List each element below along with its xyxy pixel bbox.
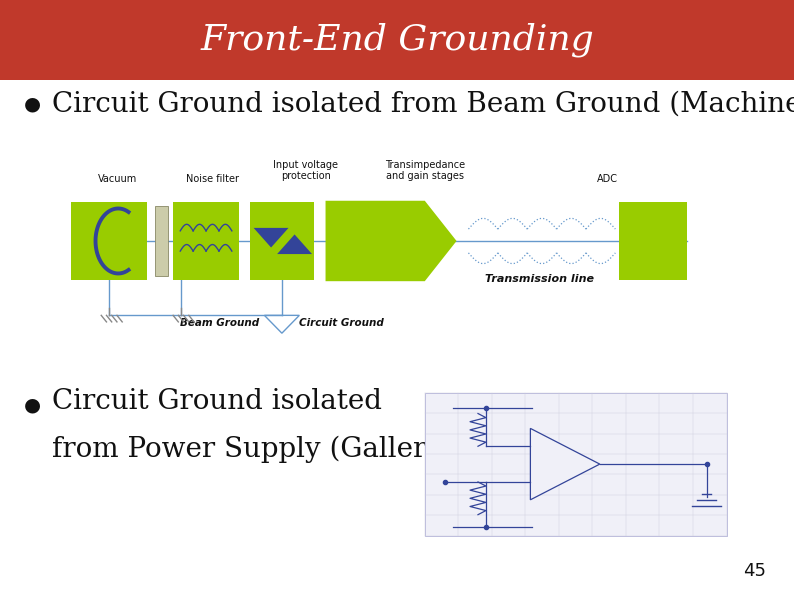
Text: Transmission line: Transmission line	[485, 274, 595, 284]
Bar	[619, 202, 687, 280]
Text: U7
OP07DRZ-REEL7: U7 OP07DRZ-REEL7	[603, 439, 649, 449]
Text: 8: 8	[566, 423, 569, 428]
Text: Transimpedance
and gain stages: Transimpedance and gain stages	[385, 160, 464, 181]
Text: Circuit Ground: Circuit Ground	[299, 318, 384, 328]
Text: 5: 5	[574, 501, 577, 506]
Text: 6: 6	[603, 462, 607, 466]
Text: Beam Ground: Beam Ground	[180, 318, 259, 328]
Text: ●: ●	[24, 395, 40, 414]
Text: ●: ●	[24, 95, 40, 114]
Text: Front-End Grounding: Front-End Grounding	[200, 23, 594, 57]
Text: 4: 4	[598, 501, 601, 506]
Text: Vacuum: Vacuum	[98, 174, 137, 184]
Text: R27
Res1
47k: R27 Res1 47k	[453, 422, 466, 438]
Bar	[71, 202, 147, 280]
Text: Circuit Ground isolated from Beam Ground (Machine): Circuit Ground isolated from Beam Ground…	[52, 90, 794, 118]
Text: Noise filter: Noise filter	[187, 174, 239, 184]
Polygon shape	[326, 201, 457, 281]
Polygon shape	[253, 228, 288, 248]
Text: Input voltage
protection: Input voltage protection	[273, 160, 338, 181]
Text: 3
+: 3 +	[534, 477, 539, 487]
Text: 45: 45	[743, 562, 766, 580]
Bar	[0, 0, 794, 80]
Bar	[155, 206, 168, 276]
Text: 1: 1	[542, 423, 545, 428]
Text: GND: GND	[700, 521, 714, 525]
Text: Circuit Ground isolated: Circuit Ground isolated	[52, 388, 382, 415]
Text: R28
Res1
47k: R28 Res1 47k	[453, 490, 466, 506]
Bar	[173, 202, 239, 280]
Polygon shape	[277, 234, 312, 254]
Text: +12: +12	[433, 399, 448, 405]
Bar	[250, 202, 314, 280]
Text: 2
-: 2 -	[534, 441, 538, 452]
Text: -12: -12	[433, 530, 444, 536]
Polygon shape	[530, 428, 599, 500]
Text: from Power Supply (Gallery): from Power Supply (Gallery)	[52, 436, 453, 463]
Text: ADC: ADC	[597, 174, 618, 184]
Bar	[425, 393, 727, 536]
